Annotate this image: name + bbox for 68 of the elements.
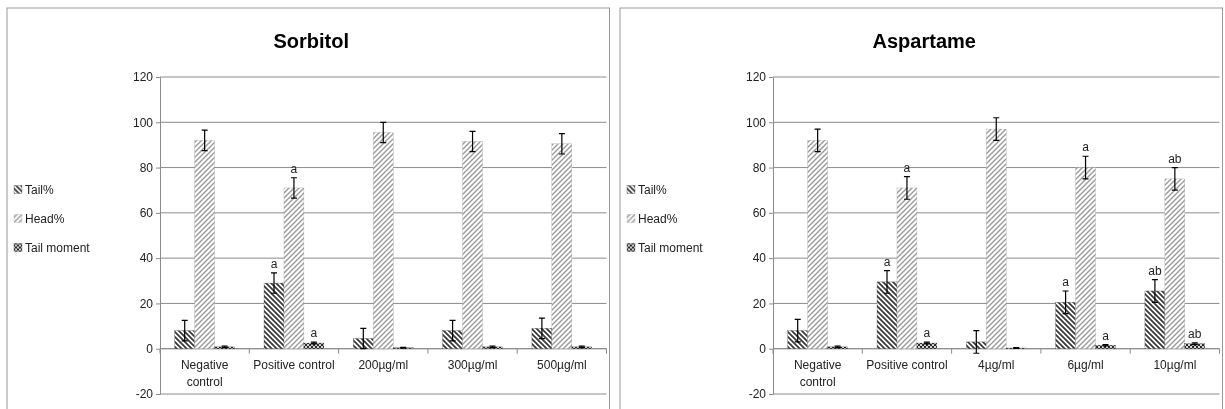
bar: [985, 128, 1006, 349]
x-tick-label: Positive control: [865, 357, 948, 372]
data-label: a: [1061, 274, 1069, 289]
y-tick-label: 120: [745, 70, 766, 85]
bar: [896, 187, 917, 349]
bar: [1144, 290, 1165, 349]
bar: [1164, 178, 1185, 349]
chart-title: Sorbitol: [273, 30, 350, 52]
y-tick-label: 40: [139, 251, 154, 266]
x-tick-label: 200µg/ml: [358, 357, 409, 372]
legend-label: Tail moment: [637, 240, 703, 255]
y-tick-label: -20: [748, 387, 766, 402]
data-label: a: [1101, 328, 1109, 343]
x-tick-label: 500µg/ml: [537, 357, 587, 372]
bar: [916, 342, 937, 349]
data-label: a: [903, 160, 911, 175]
x-tick-label: Negative control: [793, 357, 842, 389]
data-label: ab: [1147, 263, 1162, 278]
data-label: a: [1081, 140, 1089, 155]
bar: [353, 338, 374, 349]
x-tick-label: 300µg/ml: [447, 357, 498, 372]
bar: [876, 281, 897, 349]
bar: [174, 330, 195, 349]
bar: [1184, 343, 1205, 349]
bar: [531, 328, 553, 349]
legend-label: Tail%: [637, 182, 667, 197]
x-tick-label: Negative control: [180, 357, 229, 389]
x-tick-label: Positive control: [253, 357, 335, 372]
legend-label: Head%: [25, 211, 65, 226]
y-tick-label: 80: [752, 160, 766, 175]
y-tick-label: 20: [752, 296, 766, 311]
chart-title: Aspartame: [872, 30, 976, 52]
legend-label: Tail moment: [25, 240, 91, 255]
data-label: a: [290, 161, 298, 176]
bar: [263, 282, 285, 349]
y-tick-label: 80: [139, 160, 154, 175]
bar: [787, 330, 808, 349]
y-tick-label: 40: [752, 251, 766, 266]
bar: [283, 187, 305, 349]
data-label: ab: [1187, 326, 1202, 341]
y-tick-label: 100: [132, 115, 154, 130]
bar: [373, 132, 394, 349]
legend-label: Tail%: [25, 182, 55, 197]
bar: [194, 140, 215, 349]
y-tick-label: 60: [752, 206, 766, 221]
x-tick-label: 6µg/ml: [1066, 357, 1104, 372]
bar: [462, 141, 483, 349]
y-tick-label: 100: [745, 115, 766, 130]
y-tick-label: -20: [135, 387, 154, 402]
bar: [965, 341, 986, 349]
y-tick-label: 0: [146, 342, 154, 357]
data-label: a: [310, 326, 318, 341]
x-tick-label: 10µg/ml: [1152, 357, 1196, 372]
y-tick-label: 120: [132, 70, 154, 85]
data-label: a: [923, 326, 931, 341]
bar: [807, 140, 828, 349]
data-label: ab: [1167, 151, 1182, 166]
bar: [1054, 302, 1076, 349]
legend-label: Head%: [637, 211, 678, 226]
data-label: a: [270, 256, 278, 271]
bar: [442, 330, 463, 349]
data-label: a: [883, 254, 891, 269]
bar: [551, 143, 572, 349]
y-tick-label: 20: [139, 296, 154, 311]
x-tick-label: 4µg/ml: [977, 357, 1014, 372]
y-tick-label: 0: [758, 342, 766, 357]
bar: [1074, 167, 1096, 349]
y-tick-label: 60: [139, 206, 154, 221]
